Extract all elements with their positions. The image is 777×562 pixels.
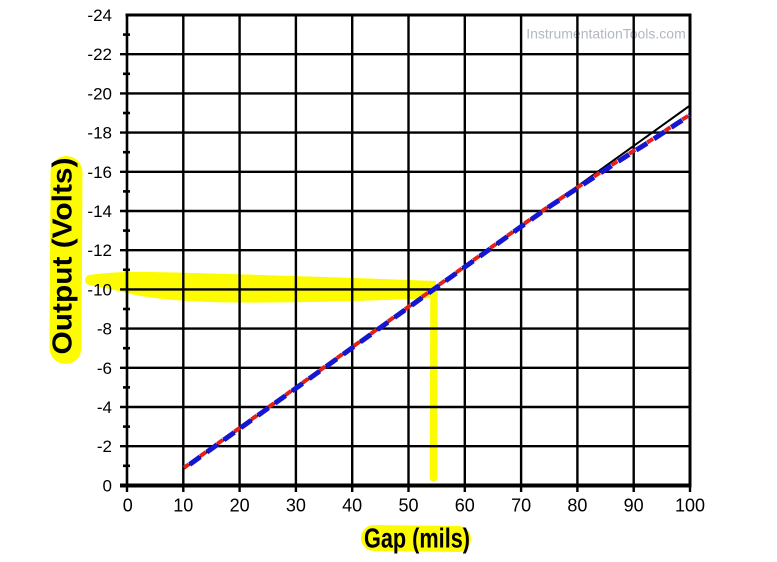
svg-text:20: 20 bbox=[230, 496, 250, 516]
svg-text:Output (Volts): Output (Volts) bbox=[47, 158, 78, 355]
svg-text:60: 60 bbox=[455, 496, 475, 516]
svg-text:Gap (mils): Gap (mils) bbox=[364, 523, 470, 554]
svg-text:-2: -2 bbox=[97, 437, 112, 456]
svg-text:-8: -8 bbox=[97, 320, 112, 339]
svg-text:10: 10 bbox=[173, 496, 193, 516]
svg-text:InstrumentationTools.com: InstrumentationTools.com bbox=[526, 26, 686, 42]
svg-text:-12: -12 bbox=[87, 241, 112, 260]
svg-text:70: 70 bbox=[511, 496, 531, 516]
svg-text:-14: -14 bbox=[87, 202, 112, 221]
svg-text:0: 0 bbox=[123, 496, 133, 516]
svg-text:100: 100 bbox=[675, 496, 705, 516]
svg-text:-20: -20 bbox=[87, 84, 112, 103]
svg-text:-16: -16 bbox=[87, 163, 112, 182]
svg-text:-18: -18 bbox=[87, 124, 112, 143]
svg-text:0: 0 bbox=[103, 476, 112, 495]
svg-text:-24: -24 bbox=[87, 6, 112, 25]
svg-text:30: 30 bbox=[286, 496, 306, 516]
svg-text:-4: -4 bbox=[97, 398, 112, 417]
svg-text:40: 40 bbox=[342, 496, 362, 516]
svg-text:50: 50 bbox=[398, 496, 418, 516]
svg-text:-6: -6 bbox=[97, 359, 112, 378]
svg-text:80: 80 bbox=[567, 496, 587, 516]
svg-text:90: 90 bbox=[624, 496, 644, 516]
svg-text:-22: -22 bbox=[87, 45, 112, 64]
svg-text:-10: -10 bbox=[87, 280, 112, 299]
